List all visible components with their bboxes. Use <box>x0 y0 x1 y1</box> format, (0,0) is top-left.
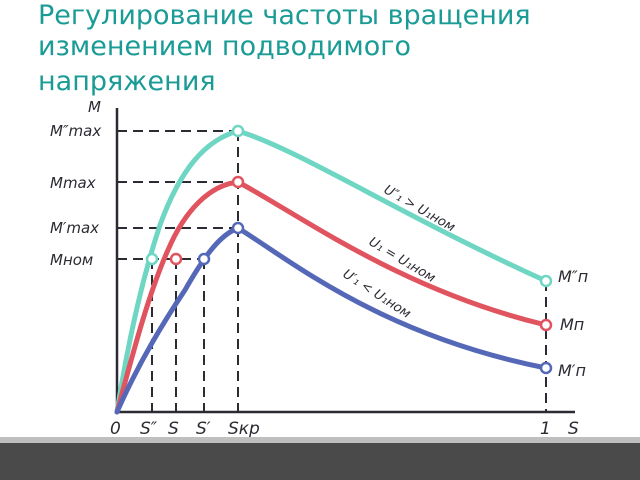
end-label-lower: M′п <box>558 361 586 380</box>
marker-upper-end <box>539 274 553 288</box>
marker-lower-nom <box>197 252 211 266</box>
marker-lower-max <box>231 221 245 235</box>
footer-strip <box>0 437 640 443</box>
label-m-max-dd: M″max <box>50 122 101 140</box>
marker-lower-end <box>539 361 553 375</box>
marker-middle-max <box>231 175 245 189</box>
curve-middle <box>114 179 549 415</box>
end-label-upper: M″п <box>558 267 588 286</box>
marker-upper-nom <box>145 252 159 266</box>
footer-bar <box>0 443 640 480</box>
label-s-dd: S″ <box>140 419 158 439</box>
label-m-max: Mmax <box>50 174 96 192</box>
label-one: 1 <box>540 419 551 439</box>
y-axis-label: M <box>88 98 101 116</box>
marker-middle-nom <box>169 252 183 266</box>
label-s-d: S′ <box>196 419 211 439</box>
curve-upper <box>114 128 549 415</box>
marker-upper-max <box>231 124 245 138</box>
end-label-middle: Mп <box>560 315 584 334</box>
title-line-2: изменением подводимого <box>38 31 411 62</box>
curve-label-upper: U″₁ > U₁ном <box>381 182 458 235</box>
label-m-nom: Mном <box>50 251 93 269</box>
slide-title: Регулирование частоты вращения изменение… <box>38 0 628 97</box>
label-m-max-d: M′max <box>50 219 99 237</box>
label-zero: 0 <box>110 419 121 439</box>
title-line-3: напряжения <box>38 66 216 97</box>
curve-lower <box>114 225 549 415</box>
x-axis-label: S <box>568 419 579 439</box>
markers <box>145 124 553 375</box>
label-s: S <box>168 419 179 439</box>
label-s-kr: Sкр <box>228 419 260 439</box>
marker-middle-end <box>539 318 553 332</box>
title-line-1: Регулирование частоты вращения <box>38 0 531 31</box>
